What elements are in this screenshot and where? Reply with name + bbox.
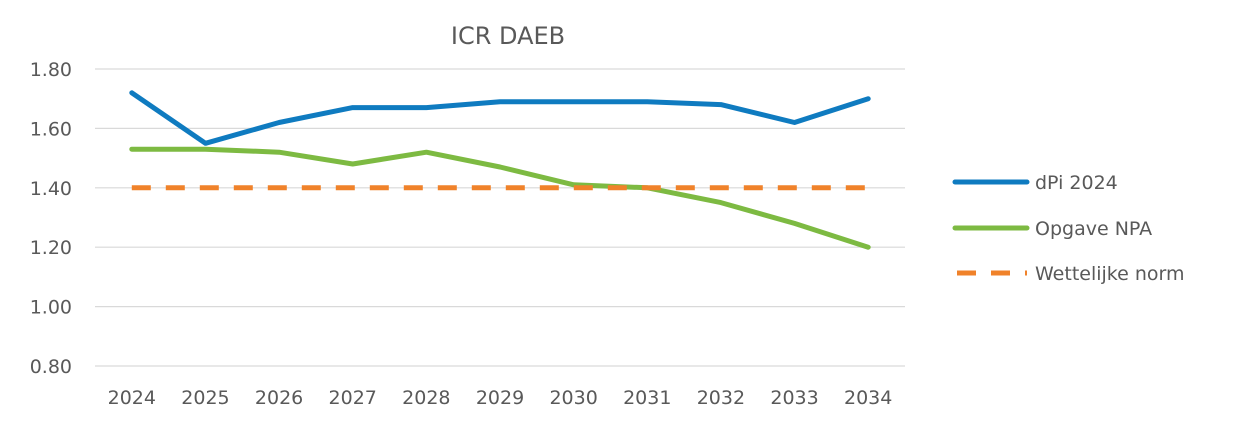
y-axis-ticks: 0.80 1.00 1.20 1.40 1.60 1.80 bbox=[30, 59, 72, 378]
series-line-opgave-npa bbox=[129, 146, 871, 250]
x-tick-label: 2027 bbox=[329, 387, 377, 409]
x-tick-label: 2024 bbox=[108, 387, 156, 409]
chart-title: ICR DAEB bbox=[451, 22, 565, 50]
legend: dPi 2024 Opgave NPA Wettelijke norm bbox=[952, 172, 1185, 285]
x-tick-label: 2028 bbox=[402, 387, 450, 409]
x-tick-label: 2034 bbox=[844, 387, 892, 409]
x-axis-ticks: 2024 2025 2026 2027 2028 2029 2030 2031 2032 2033… bbox=[108, 387, 893, 409]
x-tick-label: 2025 bbox=[181, 387, 229, 409]
x-tick-label: 2026 bbox=[255, 387, 303, 409]
series-line-dpi-2024 bbox=[129, 90, 871, 146]
series-lines bbox=[129, 90, 871, 250]
x-tick-label: 2030 bbox=[549, 387, 597, 409]
y-tick-label: 1.80 bbox=[30, 59, 72, 81]
legend-label: Wettelijke norm bbox=[1035, 263, 1185, 285]
y-tick-label: 0.80 bbox=[30, 356, 72, 378]
y-tick-label: 1.60 bbox=[30, 118, 72, 140]
legend-item-wettelijke-norm: Wettelijke norm bbox=[957, 263, 1185, 285]
x-tick-label: 2031 bbox=[623, 387, 671, 409]
y-tick-label: 1.40 bbox=[30, 178, 72, 200]
legend-label: dPi 2024 bbox=[1035, 172, 1118, 194]
y-tick-label: 1.00 bbox=[30, 297, 72, 319]
legend-item-dpi-2024: dPi 2024 bbox=[952, 172, 1118, 194]
x-tick-label: 2032 bbox=[697, 387, 745, 409]
gridlines bbox=[95, 68, 905, 367]
x-tick-label: 2029 bbox=[476, 387, 524, 409]
x-tick-label: 2033 bbox=[770, 387, 818, 409]
legend-label: Opgave NPA bbox=[1035, 218, 1152, 240]
legend-item-opgave-npa: Opgave NPA bbox=[952, 218, 1152, 240]
y-tick-label: 1.20 bbox=[30, 237, 72, 259]
